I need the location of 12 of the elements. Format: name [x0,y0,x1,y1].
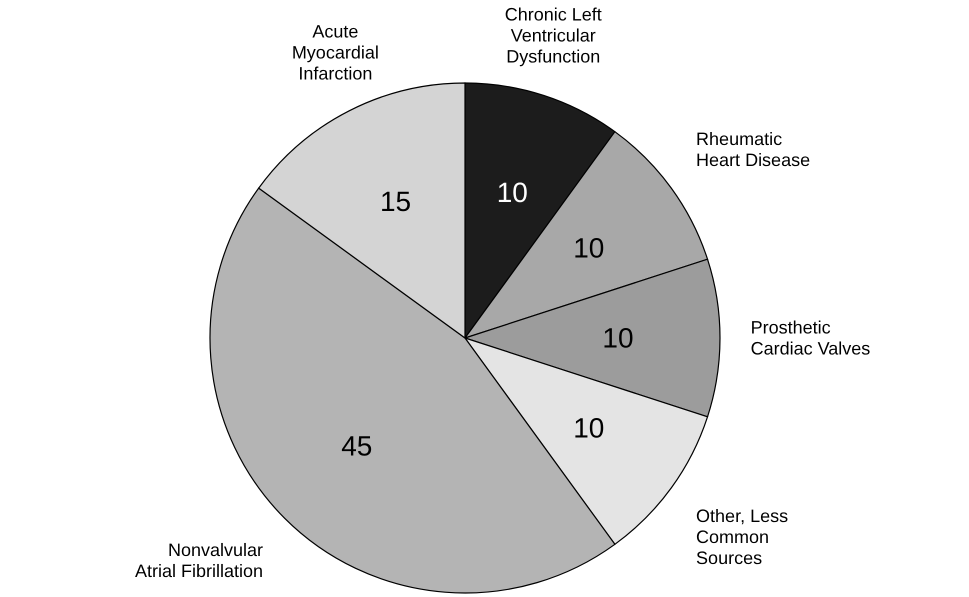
data-label: 10 [496,176,528,208]
slice-label: Other, Less Common Sources [696,506,788,568]
data-label: 15 [380,186,412,218]
slice-label: Acute Myocardial Infarction [292,22,379,84]
slice-label: Rheumatic Heart Disease [696,129,810,170]
data-label: 45 [341,430,372,462]
data-label: 10 [573,232,604,264]
slice-label: Prosthetic Cardiac Valves [750,318,870,358]
slice-label: Chronic Left Ventricular Dysfunction [504,4,602,66]
slice-label: Nonvalvular Atrial Fibrillation [135,540,264,581]
data-label: 10 [602,322,634,354]
data-label: 10 [573,412,604,444]
